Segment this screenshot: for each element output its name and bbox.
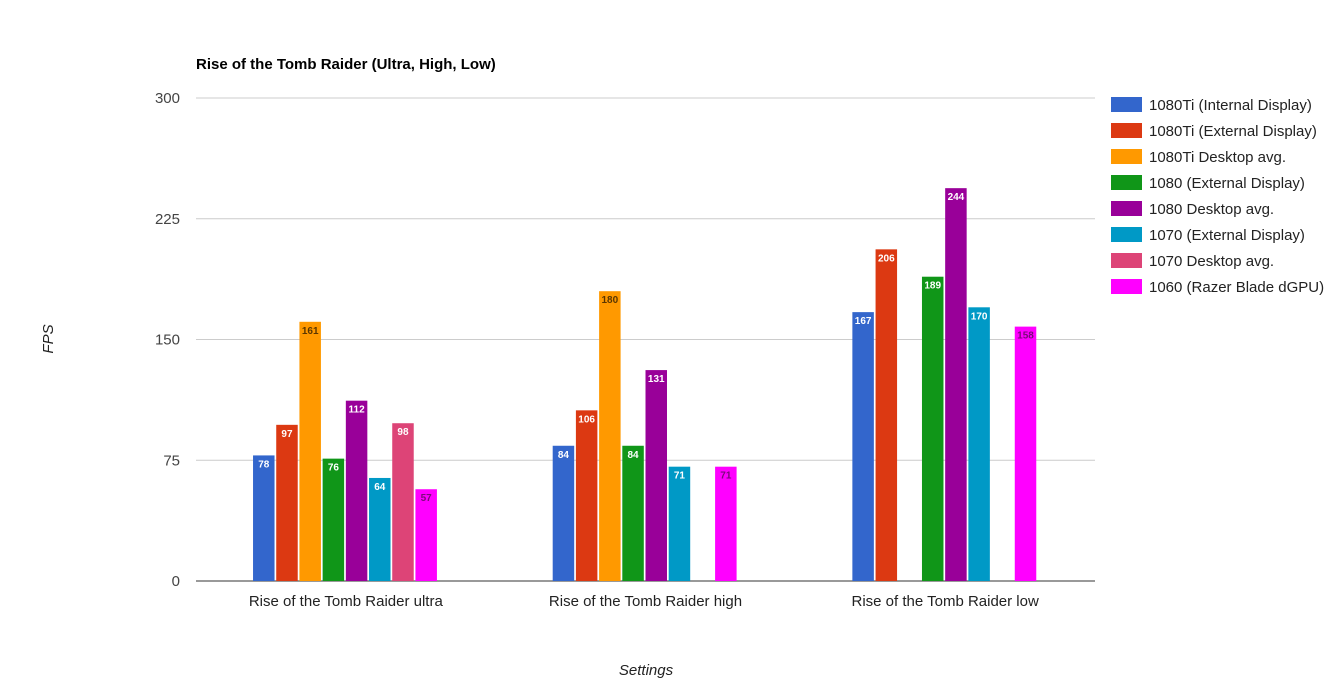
data-label: 76	[328, 463, 340, 474]
data-label: 71	[720, 471, 732, 482]
data-label: 98	[397, 427, 409, 438]
data-label: 112	[349, 405, 366, 416]
legend-swatch	[1111, 227, 1142, 242]
bar	[253, 455, 275, 581]
bar	[276, 424, 298, 581]
bar	[369, 477, 391, 581]
bar	[875, 249, 898, 581]
legend-swatch	[1111, 279, 1142, 294]
data-label: 244	[948, 192, 965, 203]
bars-layer	[253, 188, 1037, 581]
legend-entry: 1060 (Razer Blade dGPU)	[1149, 279, 1324, 296]
data-label: 189	[924, 281, 941, 292]
x-axis-title: Settings	[619, 662, 674, 679]
bar	[322, 458, 345, 581]
legend-entry: 1080 (External Display)	[1149, 175, 1305, 192]
data-label: 71	[674, 471, 686, 482]
legend-swatch	[1111, 253, 1142, 268]
chart-title: Rise of the Tomb Raider (Ultra, High, Lo…	[196, 56, 496, 73]
legend-entry: 1080Ti (External Display)	[1149, 123, 1317, 140]
bar	[1014, 326, 1037, 581]
data-labels-layer: 78 97 161 76 112 64 98 57 84 106 180 84 131 71 71 167 20…	[258, 192, 1034, 504]
data-label: 57	[421, 493, 433, 504]
bar	[921, 276, 944, 581]
data-label: 106	[578, 414, 595, 425]
bar	[668, 466, 691, 581]
bar	[715, 466, 737, 581]
y-axis-title: FPS	[40, 324, 57, 353]
bar	[299, 321, 321, 581]
legend-swatch	[1111, 149, 1142, 164]
legend: 1080Ti (Internal Display) 1080Ti (Externa…	[1111, 97, 1324, 296]
data-label: 161	[302, 326, 319, 337]
category-label: Rise of the Tomb Raider high	[549, 593, 742, 610]
data-label: 84	[627, 450, 639, 461]
bar	[852, 312, 874, 581]
data-label: 158	[1017, 331, 1034, 342]
y-tick-label: 75	[163, 452, 180, 469]
bar	[575, 410, 598, 581]
bar	[945, 188, 967, 581]
data-label: 78	[258, 459, 270, 470]
category-label: Rise of the Tomb Raider ultra	[249, 593, 444, 610]
bar	[622, 445, 644, 581]
category-label: Rise of the Tomb Raider low	[852, 593, 1039, 610]
bar	[552, 445, 575, 581]
data-label: 131	[648, 374, 665, 385]
legend-swatch	[1111, 97, 1142, 112]
data-label: 170	[971, 311, 988, 322]
legend-swatch	[1111, 175, 1142, 190]
bar	[599, 291, 621, 581]
legend-entry: 1080 Desktop avg.	[1149, 201, 1274, 218]
legend-entry: 1080Ti (Internal Display)	[1149, 97, 1312, 114]
bar	[392, 423, 414, 581]
data-label: 206	[878, 253, 895, 264]
bar	[345, 400, 368, 581]
data-label: 84	[558, 450, 570, 461]
y-tick-label: 225	[155, 211, 180, 228]
bar	[968, 307, 990, 581]
data-label: 64	[374, 482, 386, 493]
data-label: 180	[602, 295, 619, 306]
y-tick-label: 300	[155, 90, 180, 107]
category-labels-layer: Rise of the Tomb Raider ultra Rise of the…	[249, 593, 1039, 610]
legend-entry: 1070 Desktop avg.	[1149, 253, 1274, 270]
bar	[415, 489, 437, 581]
legend-entry: 1070 (External Display)	[1149, 227, 1305, 244]
data-label: 167	[855, 316, 872, 327]
data-label: 97	[281, 429, 293, 440]
legend-swatch	[1111, 123, 1142, 138]
y-tick-label: 150	[155, 332, 180, 349]
legend-swatch	[1111, 201, 1142, 216]
bar	[645, 370, 667, 581]
legend-entry: 1080Ti Desktop avg.	[1149, 149, 1286, 166]
y-tick-label: 0	[172, 573, 180, 590]
